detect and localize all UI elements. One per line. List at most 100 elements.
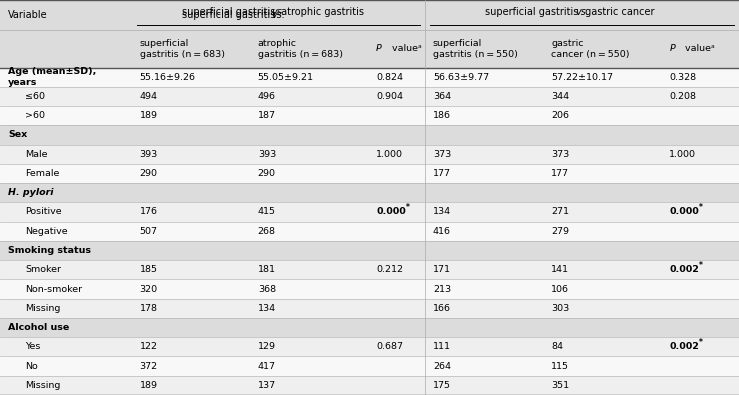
Text: 57.22±10.17: 57.22±10.17 xyxy=(551,73,613,82)
Text: 0.824: 0.824 xyxy=(376,73,403,82)
Text: 351: 351 xyxy=(551,381,569,390)
Text: 0.002: 0.002 xyxy=(670,342,699,351)
Bar xyxy=(0,87,739,106)
Text: 364: 364 xyxy=(433,92,451,101)
Text: 344: 344 xyxy=(551,92,569,101)
Text: 1.000: 1.000 xyxy=(670,150,696,159)
Text: ≤60: ≤60 xyxy=(25,92,45,101)
Bar xyxy=(0,106,739,125)
Text: 393: 393 xyxy=(140,150,158,159)
Text: atrophic
gastritis (n = 683): atrophic gastritis (n = 683) xyxy=(258,39,343,59)
Text: Alcohol use: Alcohol use xyxy=(8,323,69,332)
Text: 213: 213 xyxy=(433,284,451,293)
Text: gastric
cancer (n = 550): gastric cancer (n = 550) xyxy=(551,39,630,59)
Text: 0.687: 0.687 xyxy=(376,342,403,351)
Text: 416: 416 xyxy=(433,227,451,236)
Text: 268: 268 xyxy=(258,227,276,236)
Bar xyxy=(0,318,739,337)
Text: 55.16±9.26: 55.16±9.26 xyxy=(140,73,196,82)
Text: 279: 279 xyxy=(551,227,569,236)
Text: No: No xyxy=(25,361,38,371)
Text: 496: 496 xyxy=(258,92,276,101)
Bar xyxy=(0,356,739,376)
Text: 185: 185 xyxy=(140,265,157,274)
Text: 187: 187 xyxy=(258,111,276,120)
Text: 181: 181 xyxy=(258,265,276,274)
Text: 393: 393 xyxy=(258,150,276,159)
Bar xyxy=(0,68,739,87)
Bar xyxy=(0,241,739,260)
Text: 166: 166 xyxy=(433,304,451,313)
Text: Female: Female xyxy=(25,169,59,178)
Text: 175: 175 xyxy=(433,381,451,390)
Bar xyxy=(0,202,739,222)
Text: 368: 368 xyxy=(258,284,276,293)
Text: superficial gastritis: superficial gastritis xyxy=(182,10,278,20)
Text: 417: 417 xyxy=(258,361,276,371)
Text: 415: 415 xyxy=(258,207,276,216)
Text: 320: 320 xyxy=(140,284,157,293)
Text: 0.002: 0.002 xyxy=(670,265,699,274)
Bar xyxy=(0,125,739,145)
Text: 290: 290 xyxy=(140,169,157,178)
Text: 171: 171 xyxy=(433,265,451,274)
Text: 0.000: 0.000 xyxy=(376,207,406,216)
Text: 0.212: 0.212 xyxy=(376,265,403,274)
Text: Variable: Variable xyxy=(8,10,47,20)
Bar xyxy=(0,183,739,202)
Text: 1.000: 1.000 xyxy=(376,150,403,159)
Bar xyxy=(0,279,739,299)
Text: 106: 106 xyxy=(551,284,569,293)
Text: superficial
gastritis (n = 683): superficial gastritis (n = 683) xyxy=(140,39,225,59)
Text: 189: 189 xyxy=(140,111,157,120)
Text: 137: 137 xyxy=(258,381,276,390)
Text: Sex: Sex xyxy=(8,130,27,139)
Text: P: P xyxy=(670,44,675,53)
Text: 176: 176 xyxy=(140,207,157,216)
Text: 0.208: 0.208 xyxy=(670,92,696,101)
Bar xyxy=(0,222,739,241)
Text: 189: 189 xyxy=(140,381,157,390)
Text: Non-smoker: Non-smoker xyxy=(25,284,82,293)
Text: 0.000: 0.000 xyxy=(670,207,699,216)
Text: 55.05±9.21: 55.05±9.21 xyxy=(258,73,314,82)
Text: >60: >60 xyxy=(25,111,45,120)
Text: vs.: vs. xyxy=(271,7,285,17)
Text: 0.904: 0.904 xyxy=(376,92,403,101)
Text: 177: 177 xyxy=(433,169,451,178)
Text: 373: 373 xyxy=(433,150,452,159)
Text: 206: 206 xyxy=(551,111,569,120)
Text: Negative: Negative xyxy=(25,227,68,236)
Text: *: * xyxy=(699,338,703,347)
Text: 264: 264 xyxy=(433,361,451,371)
Text: atrophic gastritis: atrophic gastritis xyxy=(278,7,364,17)
Text: 115: 115 xyxy=(551,361,569,371)
Text: P: P xyxy=(376,44,382,53)
Text: 271: 271 xyxy=(551,207,569,216)
Text: *: * xyxy=(699,261,703,270)
Text: 56.63±9.77: 56.63±9.77 xyxy=(433,73,489,82)
Text: 134: 134 xyxy=(433,207,451,216)
Text: 373: 373 xyxy=(551,150,570,159)
Bar xyxy=(0,260,739,279)
Text: Smoker: Smoker xyxy=(25,265,61,274)
Text: 372: 372 xyxy=(140,361,157,371)
Text: 186: 186 xyxy=(433,111,451,120)
Text: 129: 129 xyxy=(258,342,276,351)
Bar xyxy=(0,299,739,318)
Text: 84: 84 xyxy=(551,342,563,351)
Text: *: * xyxy=(406,203,409,212)
Text: vs.: vs. xyxy=(575,7,589,17)
Text: Smoking status: Smoking status xyxy=(8,246,91,255)
Bar xyxy=(0,145,739,164)
Text: vs.: vs. xyxy=(271,10,285,20)
Text: Yes: Yes xyxy=(25,342,41,351)
Bar xyxy=(0,0,739,30)
Text: Positive: Positive xyxy=(25,207,61,216)
Text: *: * xyxy=(699,203,703,212)
Text: 122: 122 xyxy=(140,342,157,351)
Text: gastric cancer: gastric cancer xyxy=(582,7,655,17)
Text: H. pylori: H. pylori xyxy=(8,188,53,197)
Text: Missing: Missing xyxy=(25,304,61,313)
Text: superficial gastritis: superficial gastritis xyxy=(486,7,582,17)
